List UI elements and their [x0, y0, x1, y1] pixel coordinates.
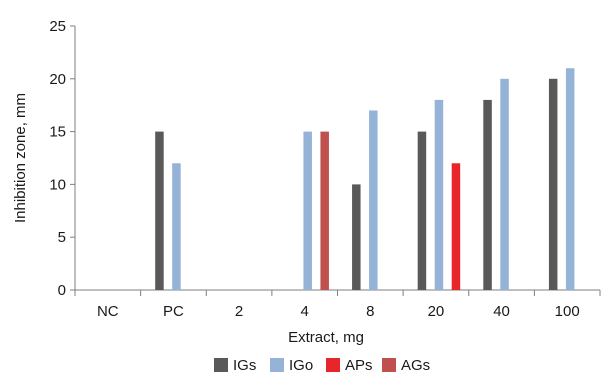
legend-label: AGs — [401, 357, 430, 374]
bar-igo — [500, 78, 509, 290]
plot-area: 0 5 10 15 20 25 NC PC 2 4 8 20 40 100 — [49, 18, 601, 320]
bar-ags — [320, 131, 329, 290]
bar-igo — [369, 110, 378, 290]
y-tick-label: 20 — [49, 71, 66, 88]
x-tick-label: 8 — [366, 303, 374, 320]
bar-igo — [565, 68, 575, 291]
legend-swatch — [382, 358, 396, 372]
legend-item: AGs — [382, 357, 430, 374]
bar-igs — [155, 131, 164, 290]
x-axis-title: Extract, mg — [288, 329, 364, 346]
bar-igs — [417, 131, 427, 290]
legend-label: APs — [345, 357, 373, 374]
legend-swatch — [214, 358, 228, 372]
bar-igs — [483, 99, 492, 290]
y-tick-label: 5 — [58, 229, 66, 246]
bar-aps — [451, 163, 461, 290]
legend: IGs IGo APs AGs — [214, 357, 430, 374]
x-tick-label: 100 — [555, 303, 580, 320]
legend-item: IGs — [214, 357, 256, 374]
legend-label: IGs — [233, 357, 256, 374]
bar-igs — [352, 184, 361, 290]
bar-igs — [548, 78, 558, 290]
bar-igo — [434, 99, 444, 290]
y-tick-label: 25 — [49, 18, 66, 35]
legend-label: IGo — [289, 357, 313, 374]
bar-igo — [172, 163, 181, 290]
x-tick-label: 2 — [235, 303, 243, 320]
legend-item: APs — [326, 357, 373, 374]
y-tick-label: 10 — [49, 176, 66, 193]
x-tick-label: 4 — [301, 303, 309, 320]
x-tick-label: NC — [97, 303, 119, 320]
legend-item: IGo — [270, 357, 313, 374]
legend-swatch — [326, 358, 340, 372]
y-tick-label: 15 — [49, 124, 66, 141]
y-tick-label: 0 — [58, 282, 66, 299]
x-tick-label: 40 — [493, 303, 510, 320]
legend-swatch — [270, 358, 284, 372]
y-axis-title: Inhibition zone, mm — [12, 93, 29, 223]
bar-igo — [303, 131, 312, 290]
x-tick-label: 20 — [428, 303, 445, 320]
x-tick-label: PC — [163, 303, 184, 320]
